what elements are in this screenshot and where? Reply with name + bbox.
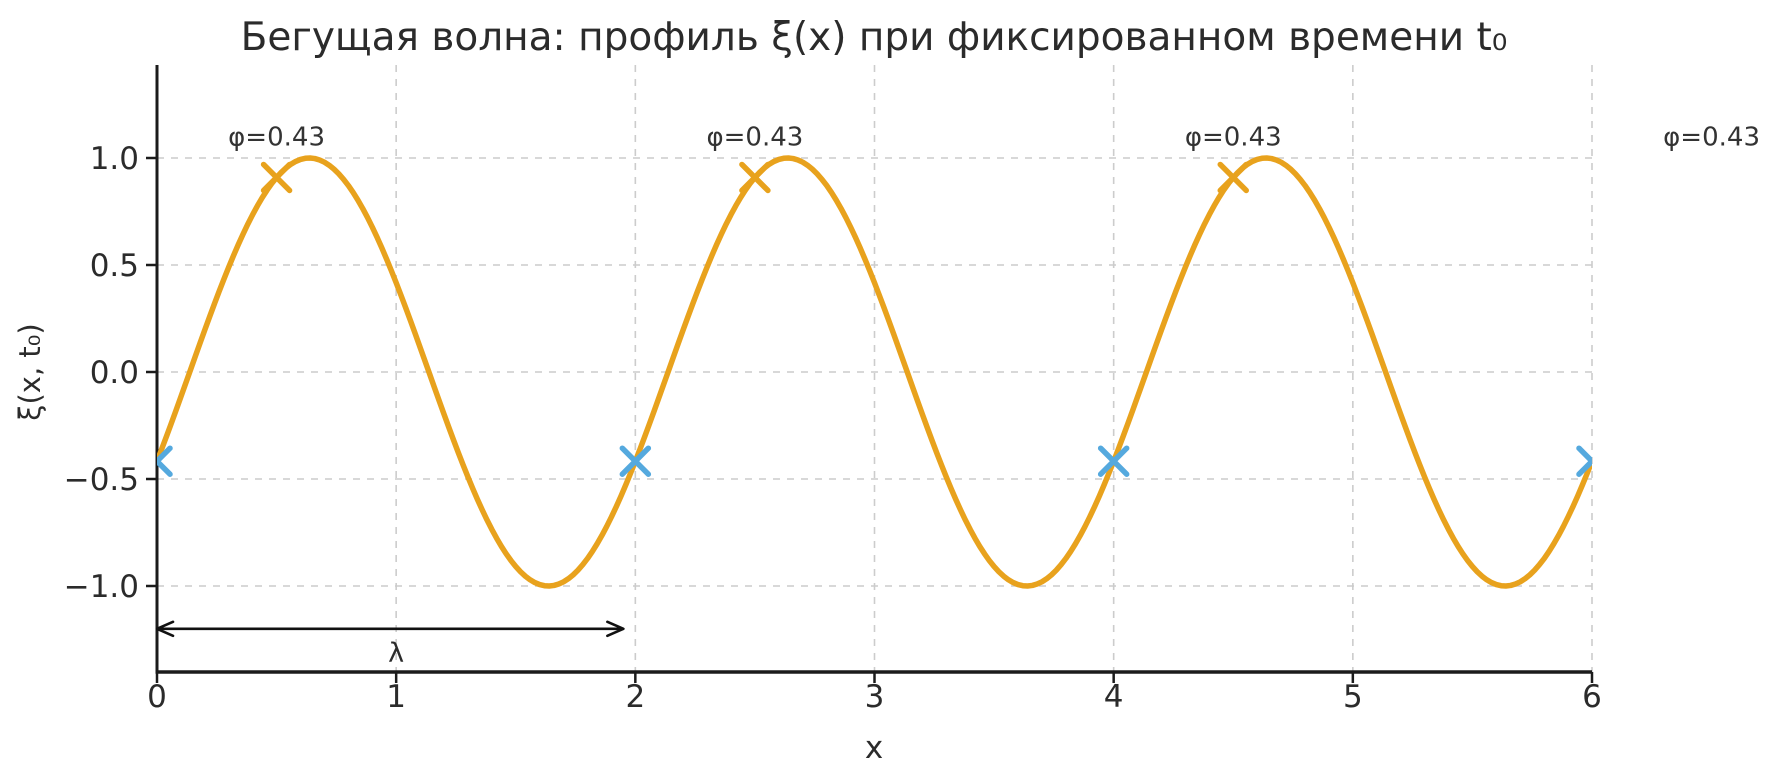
y-tick-label: 1.0 — [90, 141, 139, 177]
crest-phase-points-marker — [1217, 161, 1249, 194]
x-tick-label: 1 — [386, 679, 406, 715]
gridlines — [157, 65, 1593, 672]
data-series-layer — [157, 155, 1592, 589]
y-tick-label: 0.0 — [90, 355, 139, 391]
arrowhead-right — [606, 620, 625, 638]
phase-annotation: φ=0.43 — [228, 123, 325, 153]
wavelength-label: λ — [388, 638, 404, 669]
phase-annotations: φ=0.43 φ=0.43 φ=0.43 φ=0.43 — [228, 123, 1760, 153]
x-tick-label: 0 — [147, 679, 167, 715]
y-tick-label: −1.0 — [64, 569, 139, 605]
node-phase-points-marker — [619, 445, 652, 477]
crest-phase-points-marker — [739, 161, 771, 194]
crest-phase-points-marker — [260, 161, 293, 194]
x-tick-label: 2 — [625, 679, 645, 715]
node-phase-points-marker — [1576, 445, 1592, 477]
y-tick-label: 0.5 — [90, 248, 139, 284]
x-tick-label: 3 — [865, 679, 885, 715]
wave-profile-curve — [157, 155, 1592, 589]
x-tick-label: 5 — [1343, 679, 1363, 715]
y-axis-label: ξ(x, t₀) — [13, 323, 47, 420]
axes-spines — [155, 65, 1592, 674]
wavelength-arrow-group: λ — [155, 620, 625, 669]
x-axis-label: x — [865, 730, 883, 766]
x-tick-label: 6 — [1582, 679, 1602, 715]
arrowhead-left — [155, 620, 175, 638]
y-tick-label: −0.5 — [64, 462, 139, 498]
chart-title: Бегущая волна: профиль ξ(x) при фиксиров… — [241, 15, 1508, 60]
tick-marks — [146, 156, 1594, 683]
node-phase-points-marker — [1097, 445, 1130, 477]
tick-labels: 0 1 2 3 4 5 6 −1.0 −0.5 0.0 0.5 1.0 — [64, 141, 1602, 715]
phase-annotation: φ=0.43 — [707, 123, 804, 153]
x-tick-label: 4 — [1104, 679, 1124, 715]
phase-annotation: φ=0.43 — [1185, 123, 1282, 153]
phase-annotation: φ=0.43 — [1663, 123, 1760, 153]
node-phase-points-marker — [157, 445, 173, 477]
